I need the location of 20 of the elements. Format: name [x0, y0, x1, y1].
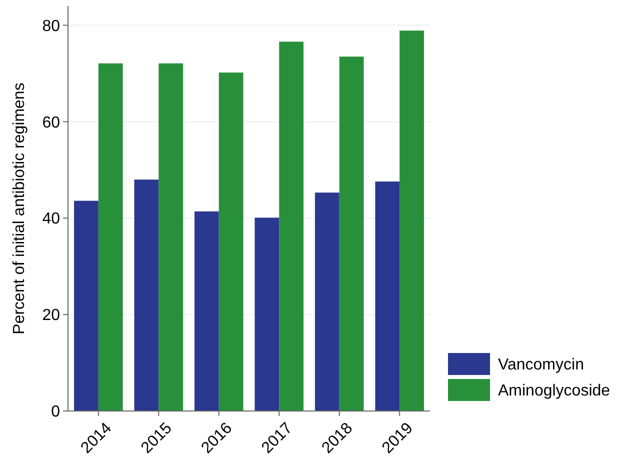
bar	[375, 182, 400, 411]
bar	[158, 63, 184, 411]
y-tick-label: 40	[42, 210, 60, 228]
bar	[134, 180, 159, 411]
y-tick-label: 20	[42, 307, 60, 324]
y-tick-label: 0	[51, 404, 60, 421]
bar	[400, 30, 424, 411]
bar	[194, 211, 219, 411]
legend-label: Vancomycin	[498, 356, 584, 374]
bar	[339, 56, 364, 411]
y-axis-title: Percent of initial antibiotic regimens	[11, 82, 28, 334]
bar	[254, 218, 280, 411]
y-tick-label: 60	[42, 114, 60, 132]
y-tick-label: 80	[42, 18, 60, 35]
bar	[279, 42, 304, 411]
bar	[218, 72, 244, 411]
bar	[98, 63, 123, 411]
legend-label: Aminoglycoside	[498, 382, 610, 400]
bar	[74, 200, 98, 411]
bar	[314, 192, 340, 411]
